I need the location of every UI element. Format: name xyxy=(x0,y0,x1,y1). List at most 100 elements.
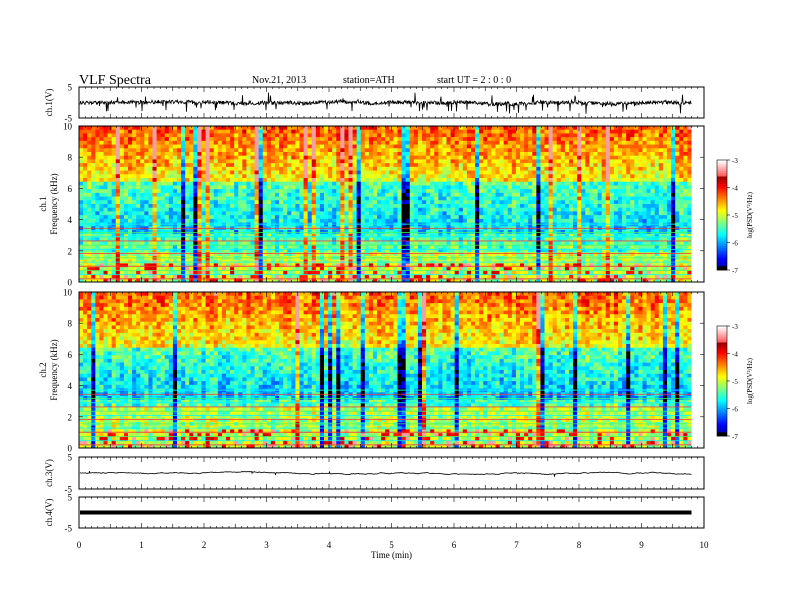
spec1-cell xyxy=(348,126,353,131)
spec1-cell xyxy=(246,189,251,194)
spec1-cell xyxy=(609,140,615,145)
spec1-cell xyxy=(168,215,174,220)
spec1-cell xyxy=(221,140,227,145)
spec1-cell xyxy=(238,174,243,179)
spec1-cell xyxy=(495,204,500,209)
spec1-cell xyxy=(107,148,113,153)
spec1-cell xyxy=(213,230,219,235)
spec1-cell xyxy=(548,181,554,186)
spec1-cell xyxy=(495,233,500,238)
spec1-cell xyxy=(123,152,129,157)
spec1-cell xyxy=(430,137,435,142)
spec1-cell xyxy=(299,178,304,183)
spec1-cell xyxy=(544,178,549,183)
spec1-cell xyxy=(622,185,627,190)
spec1-cell xyxy=(79,181,84,186)
spec1-cell xyxy=(193,159,198,164)
spec1-cell xyxy=(515,222,521,227)
spec1-cell xyxy=(605,211,611,216)
spec1-cell xyxy=(556,170,562,175)
spec1-cell xyxy=(119,200,125,205)
spec1-cell xyxy=(230,144,235,149)
spec1-cell xyxy=(597,237,603,242)
spec1-cell xyxy=(667,159,672,164)
spec1-cell xyxy=(279,189,284,194)
spec1-cell xyxy=(675,174,680,179)
spec1-cell xyxy=(450,189,456,194)
spec1-cell xyxy=(160,207,166,212)
spec1-cell xyxy=(287,192,292,197)
spec1-cell xyxy=(683,237,688,242)
spec1-cell xyxy=(450,200,456,205)
spec1-cell xyxy=(450,207,456,212)
spec1-cell xyxy=(115,129,121,134)
spec1-cell xyxy=(307,204,313,209)
spec1-cell xyxy=(291,189,296,194)
spec1-cell xyxy=(544,174,549,179)
spec1-cell xyxy=(87,137,92,142)
spec1-cell xyxy=(91,230,96,235)
spec1-cell xyxy=(185,185,190,190)
spec1-cell xyxy=(495,126,500,131)
spec1-cell xyxy=(520,140,525,145)
spec1-cell xyxy=(295,237,300,242)
spec1-cell xyxy=(348,144,353,149)
spec1-cell xyxy=(99,181,104,186)
spec1-cell xyxy=(462,144,468,149)
spec1-cell xyxy=(438,163,443,168)
spec1-cell xyxy=(405,166,411,171)
spec1-cell xyxy=(409,178,415,183)
spec1-cell xyxy=(434,218,439,223)
spec1-cell xyxy=(172,137,178,142)
spec1-cell xyxy=(397,152,402,157)
spec1-cell xyxy=(536,222,541,227)
spec1-cell xyxy=(275,178,280,183)
spec1-cell xyxy=(397,137,402,142)
spec1-cell xyxy=(589,189,594,194)
spec1-cell xyxy=(683,230,688,235)
spec1-cell xyxy=(254,129,260,134)
spec1-cell xyxy=(148,137,153,142)
spec1-cell xyxy=(442,144,447,149)
spec1-cell xyxy=(307,189,313,194)
spec1-cell xyxy=(548,241,554,246)
spec1-cell xyxy=(201,170,206,175)
spec1-cell xyxy=(213,170,219,175)
spec1-cell xyxy=(544,152,549,157)
spec1-cell xyxy=(479,155,484,160)
spec1-cell xyxy=(642,129,647,134)
spec1-cell xyxy=(430,241,435,246)
spec1-cell xyxy=(172,155,178,160)
spec1-cell xyxy=(279,140,284,145)
spec1-cell xyxy=(532,200,537,205)
spec1-cell xyxy=(687,192,692,197)
spec1-cell xyxy=(303,155,309,160)
spec1-cell xyxy=(560,233,566,238)
spec1-cell xyxy=(589,204,594,209)
spec1-cell xyxy=(683,204,688,209)
spec1-cell xyxy=(356,137,362,142)
spec1-cell xyxy=(471,129,476,134)
spec1-cell xyxy=(217,204,223,209)
spec1-cell xyxy=(168,218,174,223)
spec1-cell xyxy=(262,215,268,220)
spec1-cell xyxy=(458,155,464,160)
spec1-cell xyxy=(483,185,488,190)
spec1-cell xyxy=(238,207,243,212)
spec1-cell xyxy=(642,207,647,212)
spec1-cell xyxy=(328,200,333,205)
spec1-cell xyxy=(422,126,427,131)
spec1-cell xyxy=(585,159,590,164)
spec1-cell xyxy=(123,196,129,201)
spec1-cell xyxy=(393,152,398,157)
spec1-cell xyxy=(185,189,190,194)
spec1-cell xyxy=(409,241,415,246)
spec1-cell xyxy=(405,196,411,201)
spec1-cell xyxy=(589,148,594,153)
spec1-cell xyxy=(201,137,206,142)
spec1-cell xyxy=(234,218,239,223)
spec1-cell xyxy=(552,192,558,197)
spec1-cell xyxy=(524,207,529,212)
spec1-cell xyxy=(458,163,464,168)
spec1-cell xyxy=(364,207,370,212)
